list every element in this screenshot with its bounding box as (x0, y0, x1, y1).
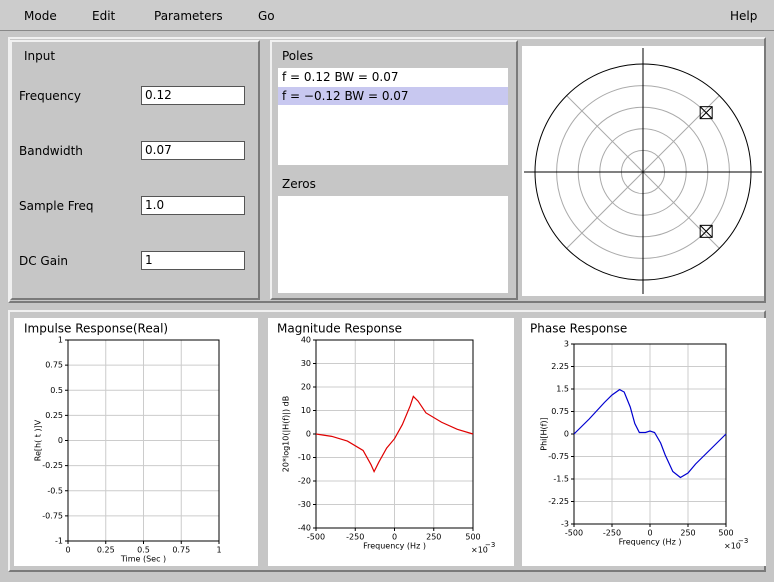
menu-item[interactable]: Parameters (154, 9, 223, 23)
y-tick-label: -30 (298, 500, 311, 509)
y-tick-label: 0.5 (50, 386, 63, 395)
plot-frame (67, 339, 220, 542)
y-tick-label: 10 (301, 406, 311, 415)
x-multiplier-exponent: −3 (485, 541, 495, 549)
data-line (315, 395, 474, 474)
y-tick-label: 40 (301, 336, 311, 345)
y-tick-label: -20 (298, 477, 311, 486)
chart-title: Impulse Response(Real) (24, 322, 168, 336)
y-tick-label: -40 (298, 524, 311, 533)
menu-item[interactable]: Mode (24, 9, 57, 23)
y-tick-label: -3 (561, 520, 569, 529)
x-tick-label: 0.75 (172, 546, 190, 555)
unit-grid-spoke (566, 95, 644, 173)
y-axis-label: Re[h( t )]V (34, 419, 43, 461)
pole-marker (699, 224, 713, 238)
y-tick-label: 2.25 (551, 362, 569, 371)
pole-marker (699, 106, 713, 120)
y-tick-label: 20 (301, 383, 311, 392)
x-axis-label: Frequency (Hz ) (619, 538, 682, 547)
x-tick-label: 0.25 (97, 546, 115, 555)
pole-cross (699, 106, 713, 120)
x-tick-label: 500 (718, 529, 733, 538)
pole-box (699, 106, 713, 120)
unit-grid-spoke (642, 171, 720, 249)
y-tick-label: 1 (58, 336, 63, 345)
pole-cross (699, 224, 713, 238)
x-tick-label: 1 (216, 546, 221, 555)
y-tick-label: -1.5 (553, 475, 569, 484)
text-field[interactable]: 1 (141, 251, 245, 270)
y-tick-label: 0 (306, 430, 311, 439)
x-tick-label: -500 (565, 529, 583, 538)
chart-title: Magnitude Response (277, 322, 402, 336)
x-tick-label: -250 (346, 533, 364, 542)
poles-title: Poles (282, 49, 314, 63)
y-tick-label: -0.25 (42, 461, 63, 470)
x-tick-label: 250 (426, 533, 441, 542)
y-tick-label: -0.5 (47, 486, 63, 495)
x-tick-label: 250 (680, 529, 695, 538)
chart-panel (14, 318, 258, 566)
y-tick-label: 0.75 (551, 407, 569, 416)
y-tick-label: 3 (564, 340, 569, 349)
menu-item[interactable]: Edit (92, 9, 116, 23)
menu-item[interactable]: Help (730, 9, 758, 23)
y-tick-label: 30 (301, 359, 311, 368)
field-label: Bandwidth (19, 144, 83, 158)
y-axis-label: 20*log10(|H(f)|) dB (282, 396, 291, 472)
text-field[interactable]: 0.12 (141, 86, 245, 105)
x-tick-label: -250 (603, 529, 621, 538)
zeros-title: Zeros (282, 177, 316, 191)
menu-item[interactable]: Go (258, 9, 275, 23)
y-tick-label: -1 (55, 537, 63, 546)
chart-panel (522, 318, 766, 566)
field-label: Frequency (19, 89, 81, 103)
x-tick-label: -500 (307, 533, 325, 542)
poles-list (278, 68, 508, 165)
x-tick-label: 500 (465, 533, 480, 542)
unit-grid-spoke (566, 171, 644, 249)
y-tick-label: 1.5 (556, 385, 569, 394)
y-tick-label: -10 (298, 453, 311, 462)
y-tick-label: 0.25 (45, 411, 63, 420)
zeros-list (278, 196, 508, 293)
y-tick-label: -0.75 (548, 452, 569, 461)
unit-grid-spoke (642, 95, 720, 173)
x-tick-label: 0 (647, 529, 652, 538)
pole-item[interactable]: f = −0.12 BW = 0.07 (278, 87, 508, 105)
y-tick-label: 0.75 (45, 361, 63, 370)
pole-box (699, 224, 713, 238)
y-tick-label: -0.75 (42, 511, 63, 520)
y-tick-label: -2.25 (548, 497, 569, 506)
text-field[interactable]: 1.0 (141, 196, 245, 215)
field-label: DC Gain (19, 254, 69, 268)
x-multiplier: ×10 (724, 542, 741, 551)
x-tick-label: 0.5 (137, 546, 150, 555)
data-line (573, 388, 727, 479)
chart-title: Phase Response (530, 322, 627, 336)
y-tick-label: 0 (58, 436, 63, 445)
x-tick-label: 0 (65, 546, 70, 555)
text-field[interactable]: 0.07 (141, 141, 245, 160)
x-axis-label: Frequency (Hz ) (363, 542, 426, 551)
y-axis-label: Phi[H(f)] (540, 417, 549, 450)
menu-bar (0, 0, 774, 31)
x-multiplier: ×10 (471, 546, 488, 555)
x-multiplier-exponent: −3 (738, 537, 748, 545)
field-label: Sample Freq (19, 199, 94, 213)
y-tick-label: 0 (564, 430, 569, 439)
x-tick-label: 0 (392, 533, 397, 542)
pole-item[interactable]: f = 0.12 BW = 0.07 (282, 70, 399, 84)
x-axis-label: Time (Sec ) (120, 555, 166, 564)
input-title: Input (24, 49, 56, 63)
